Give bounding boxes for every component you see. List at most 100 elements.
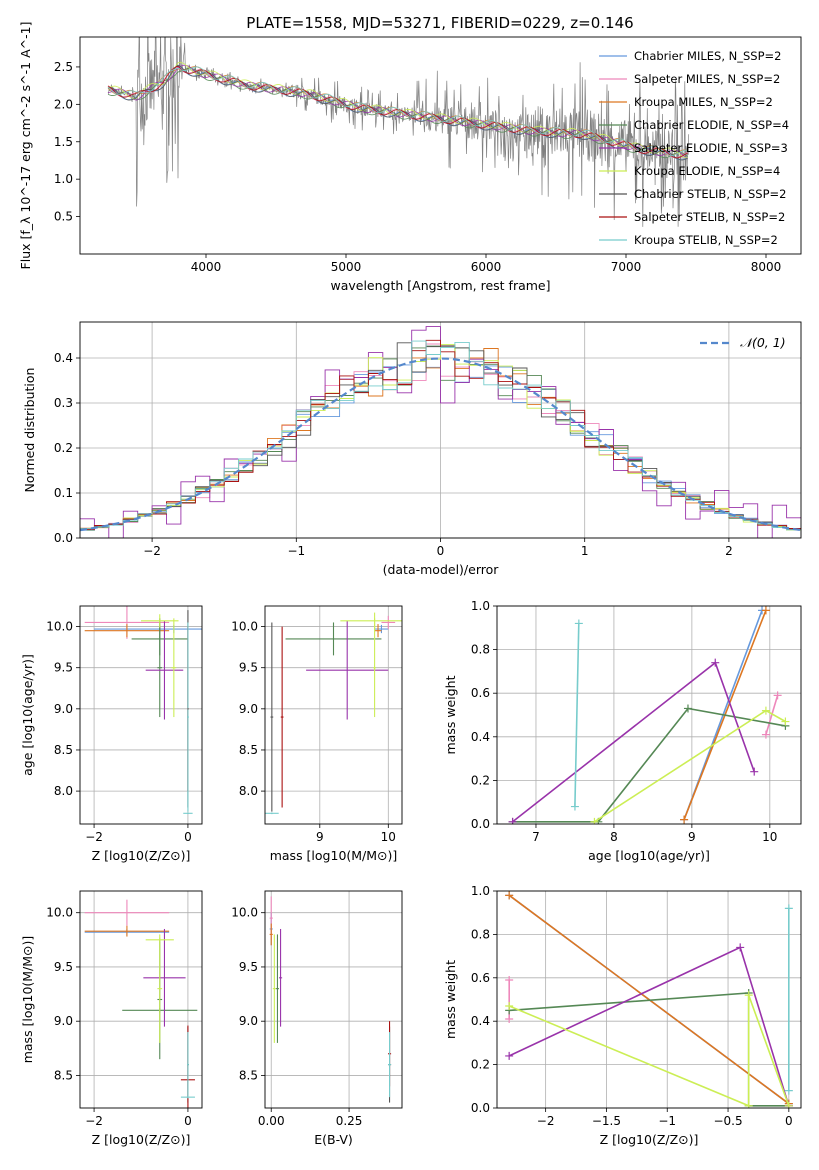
legend-label: Salpeter MILES, N_SSP=2 [634, 72, 780, 86]
weight-marker [744, 1101, 753, 1108]
model-line-chab_stelib [107, 64, 688, 161]
y-tick-label: 9.5 [239, 661, 258, 675]
axes-frame [264, 605, 403, 825]
weight-line-salp_elodie [508, 946, 790, 1107]
plot-area [84, 606, 202, 815]
weight-marker [505, 891, 514, 900]
weight-line-salp_miles [765, 695, 779, 735]
x-tick-label: 0 [184, 830, 192, 844]
panel-weight_z: −2 −1.5 −1 −0.5 0 0.0 0.2 0.4 0.6 0.8 1.0 Z [log10(… [443, 884, 802, 1147]
panel-weight_age: 7 8 9 10 0.0 0.2 0.4 0.6 0.8 1.0 age [log10(age/yr… [443, 599, 802, 863]
x-tick-label: 0 [785, 1114, 793, 1128]
plot-area [265, 612, 402, 815]
x-tick-label: −2 [537, 1114, 555, 1128]
x-axis-label: Z [log10(Z/Z⊙)] [92, 1132, 191, 1147]
y-tick-label: 0.0 [471, 1101, 490, 1115]
y-tick-label: 9.0 [239, 702, 258, 716]
y-tick-label: 0.8 [471, 643, 490, 657]
y-tick-label: 9.5 [54, 960, 73, 974]
weight-marker [570, 802, 579, 811]
axes-layer: 4000 5000 6000 7000 80000.51.01.52.02.5wavel… [18, 22, 802, 1147]
histogram-salp_stelib [80, 339, 801, 531]
weight-marker [505, 1051, 514, 1060]
y-tick-label: 9.5 [239, 960, 258, 974]
axes-frame [79, 605, 203, 825]
x-tick-label: 0 [437, 544, 445, 558]
weight-marker [505, 1015, 514, 1024]
weight-marker [761, 606, 770, 615]
weight-marker [505, 1002, 514, 1011]
weight-marker [784, 1086, 793, 1095]
x-tick-label: 8 [610, 830, 618, 844]
y-tick-label: 0.4 [54, 351, 73, 365]
y-tick-label: 2.0 [54, 97, 73, 111]
y-tick-label: 2.5 [54, 60, 73, 74]
y-tick-label: 0.3 [54, 396, 73, 410]
y-tick-label: 8.5 [54, 743, 73, 757]
legend-label: Chabrier ELODIE, N_SSP=4 [634, 118, 789, 132]
y-tick-label: 0.0 [471, 817, 490, 831]
y-axis-label: age [log10(age/yr)] [20, 654, 35, 776]
x-tick-label: −1 [287, 544, 305, 558]
x-tick-label: 10 [381, 830, 396, 844]
histogram-krou_stelib [80, 340, 801, 531]
y-tick-label: 0.0 [54, 531, 73, 545]
x-tick-label: 9 [688, 830, 696, 844]
model-line-krou_stelib [107, 66, 688, 157]
x-tick-label: 10 [762, 830, 777, 844]
y-tick-label: 10.0 [46, 906, 73, 920]
y-tick-label: 0.8 [471, 927, 490, 941]
x-tick-label: −1.5 [592, 1114, 621, 1128]
plot-area [84, 899, 198, 1108]
y-tick-label: 1.0 [54, 172, 73, 186]
x-tick-label: 5000 [331, 260, 362, 274]
legend-label: Chabrier MILES, N_SSP=2 [634, 49, 781, 63]
axes-frame [264, 890, 403, 1109]
x-axis-label: age [log10(age/yr)] [588, 848, 710, 863]
plot-area [505, 891, 793, 1108]
x-axis-label: wavelength [Angstrom, rest frame] [330, 278, 550, 293]
x-axis-label: (data-model)/error [383, 562, 500, 577]
y-tick-label: 8.5 [239, 1068, 258, 1082]
x-tick-label: −2 [85, 830, 103, 844]
y-axis-label: Normed distribution [22, 368, 37, 493]
x-tick-label: 7000 [611, 260, 642, 274]
y-tick-label: 1.0 [471, 884, 490, 898]
weight-marker [761, 730, 770, 739]
x-axis-label: Z [log10(Z/Z⊙)] [92, 848, 191, 863]
legend-label: Salpeter STELIB, N_SSP=2 [634, 210, 785, 224]
y-tick-label: 0.1 [54, 486, 73, 500]
y-tick-label: 0.4 [471, 730, 490, 744]
y-tick-label: 0.2 [471, 773, 490, 787]
y-axis-label: mass [log10(M/M⊙)] [20, 936, 35, 1064]
y-tick-label: 0.2 [471, 1058, 490, 1072]
x-axis-label: E(B-V) [314, 1132, 353, 1147]
x-axis-label: mass [log10(M/M⊙)] [270, 848, 398, 863]
weight-line-krou_elodie [508, 994, 790, 1108]
x-tick-label: 4000 [191, 260, 222, 274]
weight-marker [683, 704, 692, 713]
gaussian-curve [80, 357, 801, 532]
axes-frame [496, 605, 802, 825]
weight-line-chab_elodie [509, 992, 789, 1107]
data-spectrum-line [107, 37, 690, 227]
axes-frame [79, 890, 203, 1109]
x-tick-label: 0 [184, 1114, 192, 1128]
y-tick-label: 9.0 [239, 1014, 258, 1028]
y-tick-label: 9.5 [54, 661, 73, 675]
x-tick-label: 9 [316, 830, 324, 844]
x-tick-label: 8000 [751, 260, 782, 274]
y-tick-label: 8.0 [239, 784, 258, 798]
axes-frame [79, 321, 802, 539]
y-tick-label: 8.5 [54, 1068, 73, 1082]
x-tick-label: −2 [85, 1114, 103, 1128]
panel-residuals: −2 −1 0 1 2 0.0 0.1 0.2 0.3 0.4 (data-model)/error… [22, 321, 802, 577]
legend-label: Chabrier STELIB, N_SSP=2 [634, 187, 786, 201]
legend-label: Kroupa ELODIE, N_SSP=4 [634, 164, 780, 178]
panel-spectrum: 4000 5000 6000 7000 8000 0.5 1.0 1.5 2.0 2.5 wavel… [18, 22, 802, 293]
weight-marker [508, 817, 517, 824]
y-tick-label: 1.5 [54, 135, 73, 149]
x-tick-label: 0.00 [258, 1114, 285, 1128]
x-tick-label: −1 [658, 1114, 676, 1128]
